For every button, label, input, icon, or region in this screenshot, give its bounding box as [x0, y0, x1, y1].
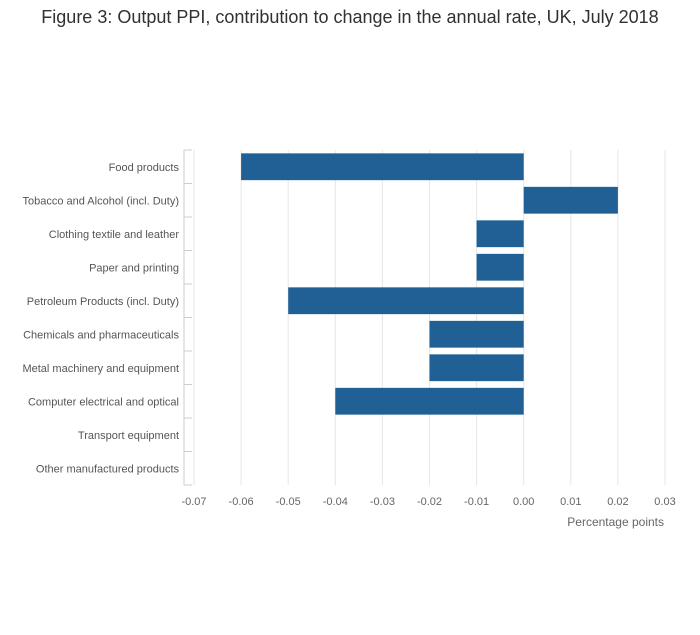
bar	[241, 153, 524, 181]
category-axis: Food products Tobacco and Alcohol (incl. …	[22, 149, 192, 486]
x-tick-label: -0.07	[181, 496, 206, 508]
bars	[241, 153, 618, 415]
x-tick-label: 0.01	[560, 496, 581, 508]
bar	[476, 220, 524, 248]
value-axis: -0.07 -0.06 -0.05 -0.04 -0.03 -0.02 -0.01 0.00 0…	[181, 496, 675, 508]
category-label: Food products	[109, 162, 180, 174]
x-tick-label: -0.03	[370, 496, 395, 508]
bar	[429, 354, 524, 382]
x-axis-title: Percentage points	[567, 515, 664, 529]
category-label: Chemicals and pharmaceuticals	[23, 329, 179, 341]
category-label: Computer electrical and optical	[28, 396, 179, 408]
x-tick-label: 0.03	[654, 496, 675, 508]
category-label: Petroleum Products (incl. Duty)	[27, 296, 179, 308]
bar	[523, 186, 618, 214]
category-label: Transport equipment	[78, 430, 179, 442]
x-tick-label: -0.02	[417, 496, 442, 508]
bar	[335, 387, 524, 415]
x-tick-label: -0.04	[323, 496, 348, 508]
category-label: Metal machinery and equipment	[22, 363, 179, 375]
x-tick-label: 0.02	[607, 496, 628, 508]
category-label: Other manufactured products	[36, 463, 180, 475]
category-label: Paper and printing	[89, 262, 179, 274]
category-label: Clothing textile and leather	[49, 229, 180, 241]
x-tick-label: -0.05	[276, 496, 301, 508]
bar	[429, 320, 524, 348]
chart-title: Figure 3: Output PPI, contribution to ch…	[41, 7, 659, 27]
bar	[288, 287, 524, 315]
x-tick-label: -0.01	[464, 496, 489, 508]
bar	[476, 253, 524, 281]
x-tick-label: 0.00	[513, 496, 534, 508]
category-label: Tobacco and Alcohol (incl. Duty)	[22, 195, 179, 207]
x-tick-label: -0.06	[229, 496, 254, 508]
